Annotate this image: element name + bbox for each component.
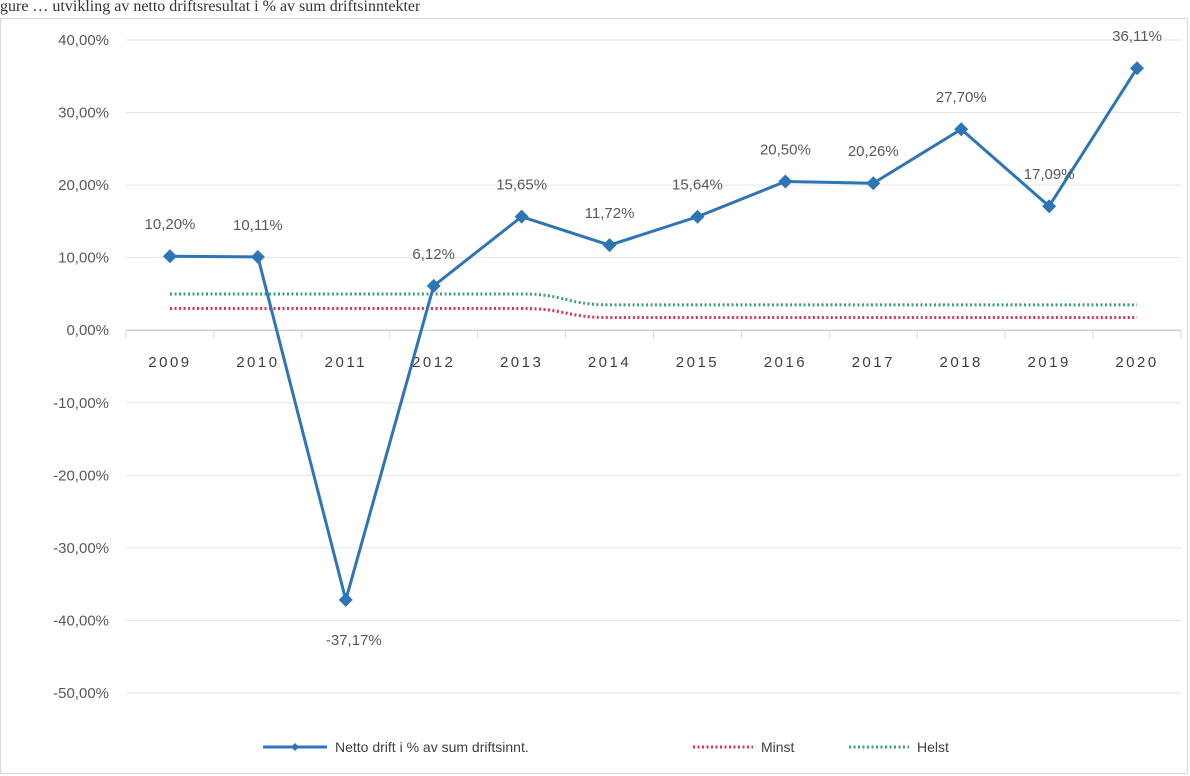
data-point-marker bbox=[690, 209, 705, 224]
data-label: -37,17% bbox=[326, 632, 382, 649]
x-tick-label: 2009 bbox=[148, 354, 191, 371]
legend-label-helst: Helst bbox=[917, 739, 949, 755]
x-tick-label: 2017 bbox=[852, 354, 895, 371]
legend-label-netto-drift: Netto drift i % av sum driftsinnt. bbox=[335, 739, 529, 755]
data-point-marker bbox=[954, 122, 969, 137]
data-label: 6,12% bbox=[412, 246, 455, 263]
line-chart: 40,00% 30,00% 20,00% 10,00% 0,00% -10,00% -20,… bbox=[53, 28, 1182, 755]
x-tick-label: 2010 bbox=[236, 354, 279, 371]
data-point-marker bbox=[602, 238, 617, 253]
data-point-marker bbox=[1042, 199, 1057, 214]
data-label: 11,72% bbox=[585, 205, 635, 222]
y-tick-label: 40,00% bbox=[58, 32, 109, 49]
x-tick-label: 2013 bbox=[500, 354, 543, 371]
data-label: 15,65% bbox=[496, 177, 547, 194]
y-tick-label: 0,00% bbox=[66, 322, 109, 339]
legend-label-minst: Minst bbox=[761, 739, 795, 755]
data-label: 27,70% bbox=[936, 89, 987, 106]
data-label: 15,64% bbox=[672, 177, 723, 194]
y-tick-label: 20,00% bbox=[58, 177, 109, 194]
x-tick-label: 2012 bbox=[412, 354, 455, 371]
y-tick-label: -40,00% bbox=[53, 612, 109, 629]
data-label: 17,09% bbox=[1024, 166, 1075, 183]
y-tick-label: 30,00% bbox=[58, 105, 109, 122]
series-line-netto-drift bbox=[169, 67, 1139, 602]
chart-area: 40,00% 30,00% 20,00% 10,00% 0,00% -10,00% -20,… bbox=[0, 18, 1188, 774]
figure-caption: gure … utvikling av netto driftsresultat… bbox=[0, 0, 421, 15]
x-tick-label: 2015 bbox=[676, 354, 719, 371]
data-point-marker bbox=[778, 174, 793, 189]
x-tick-label: 2020 bbox=[1115, 354, 1158, 371]
y-tick-label: -20,00% bbox=[53, 467, 109, 484]
data-point-marker bbox=[866, 176, 881, 191]
data-label: 10,11% bbox=[233, 217, 283, 234]
data-point-marker bbox=[514, 209, 529, 224]
legend-marker bbox=[291, 743, 299, 751]
y-tick-label: -30,00% bbox=[53, 540, 109, 557]
data-label: 20,50% bbox=[760, 141, 811, 158]
x-tick-label: 2016 bbox=[764, 354, 807, 371]
x-tick-label: 2018 bbox=[940, 354, 983, 371]
data-label: 36,11% bbox=[1112, 28, 1162, 45]
x-tick-label: 2014 bbox=[588, 354, 631, 371]
data-point-marker bbox=[426, 278, 441, 293]
data-label: 10,20% bbox=[145, 216, 196, 233]
data-label: 20,26% bbox=[848, 143, 899, 160]
y-tick-label: 10,00% bbox=[58, 250, 109, 267]
data-point-marker bbox=[162, 249, 177, 264]
y-tick-label: -10,00% bbox=[53, 395, 109, 412]
data-point-marker bbox=[250, 249, 265, 264]
x-tick-label: 2019 bbox=[1027, 354, 1070, 371]
y-tick-label: -50,00% bbox=[53, 685, 109, 702]
data-point-marker bbox=[338, 592, 353, 607]
series-line-helst bbox=[169, 292, 1138, 307]
series-line-minst bbox=[169, 306, 1138, 320]
x-tick-label: 2011 bbox=[325, 354, 367, 371]
